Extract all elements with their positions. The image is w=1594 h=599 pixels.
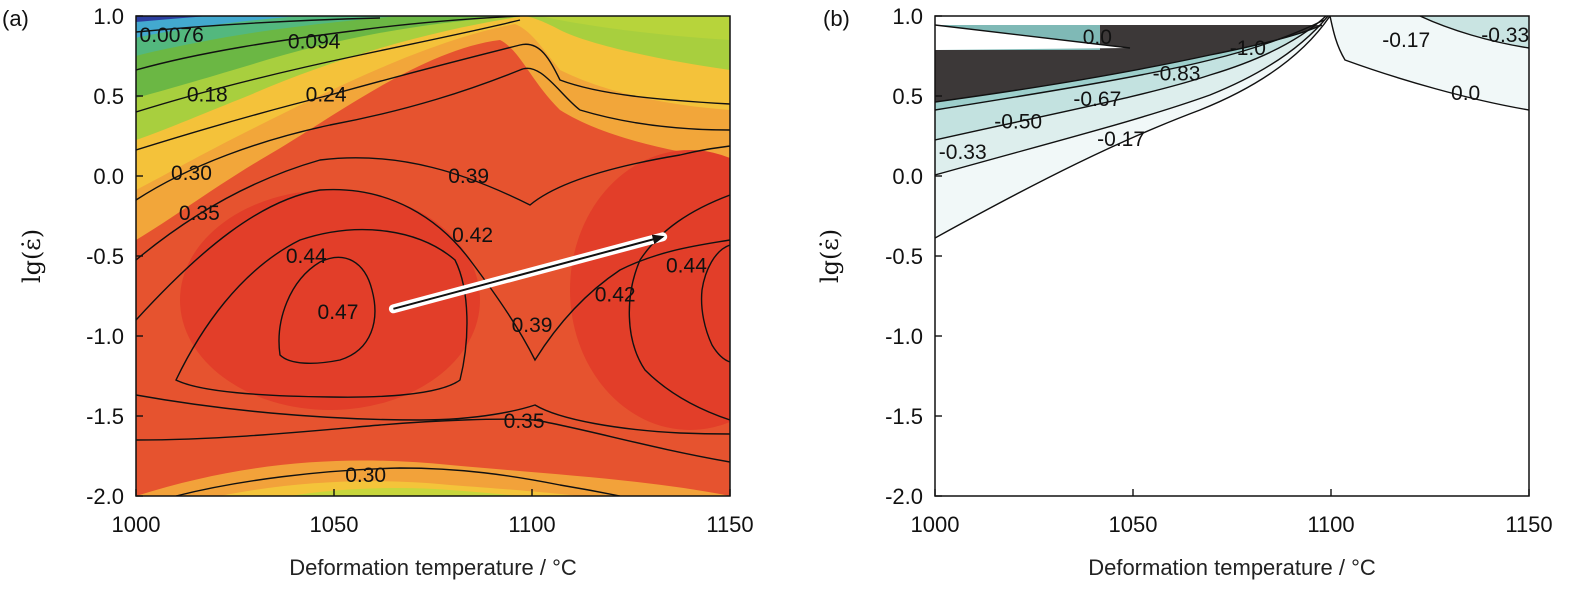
contour-label: -1.0 [1230,37,1266,60]
y-tick-label: 0.5 [93,84,124,109]
contour-label: 0.47 [318,301,359,324]
panel-a-y-ticks: 1.0 0.5 0.0 -0.5 -1.0 -1.5 -2.0 [86,4,143,509]
y-tick-label: 1.0 [93,4,124,29]
trend-arrow-line [393,234,665,310]
x-tick-label: 1050 [1109,512,1158,537]
panel-b-contour-labels: 0.0 -1.0 -0.83 -0.67 -0.50 -0.17 -0.33 -0.17 -0.… [939,24,1529,164]
x-tick-label: 1150 [706,512,753,537]
panel-a-x-axis-label: Deformation temperature / °C [289,555,577,580]
contour-label: 0.44 [286,245,327,268]
panel-a: 1.0 0.5 0.0 -0.5 -1.0 -1.5 -2.0 1000 1050 1100 11… [2,4,754,580]
x-tick-label: 1100 [1307,512,1354,537]
contour-label: 0.35 [179,202,220,225]
panel-b-label: (b) [823,6,850,31]
contour-label: 0.0076 [140,24,204,47]
contour-label: 0.094 [288,31,341,54]
contour-label: 0.44 [666,255,707,278]
contour-label: 0.18 [187,83,228,106]
y-tick-label: -0.5 [86,244,124,269]
contour-label: 0.42 [452,224,493,247]
panel-b: 1.0 0.5 0.0 -0.5 -1.0 -1.5 -2.0 1000 1050 1100 11… [816,4,1553,580]
contour-label: 0.42 [595,283,636,306]
y-tick-label: -1.0 [885,324,923,349]
panel-b-y-axis-label: lg(ε̇) [816,229,844,283]
panel-a-x-ticks: 1000 1050 1100 1150 [112,489,754,537]
y-tick-label: 1.0 [892,4,923,29]
y-tick-label: -1.5 [885,404,923,429]
y-tick-label: -0.5 [885,244,923,269]
panel-b-x-axis-label: Deformation temperature / °C [1088,555,1376,580]
panel-b-contour-fill [935,16,1529,496]
contour-label: -0.67 [1073,88,1121,111]
contour-label: 0.30 [345,464,386,487]
contour-label: -0.33 [1481,24,1529,47]
contour-label: 0.30 [171,162,212,185]
panel-a-label: (a) [2,6,29,31]
y-tick-label: -1.0 [86,324,124,349]
panel-a-contour-labels: 0.0076 0.094 0.18 0.24 0.30 0.35 0.39 0.42 0.44 0… [140,24,708,487]
panel-b-y-ticks: 1.0 0.5 0.0 -0.5 -1.0 -1.5 -2.0 [885,4,942,509]
contour-label: 0.0 [1083,26,1112,49]
x-tick-label: 1150 [1505,512,1552,537]
y-tick-label: 0.0 [892,164,923,189]
y-tick-label: 0.5 [892,84,923,109]
y-tick-label: 0.0 [93,164,124,189]
panel-b-x-ticks: 1000 1050 1100 1150 [911,489,1553,537]
contour-label: -0.50 [994,111,1042,134]
panel-a-contour-fill [136,16,730,496]
contour-label: -0.17 [1382,29,1430,52]
contour-label: 0.39 [448,165,489,188]
y-tick-label: -2.0 [885,484,923,509]
contour-label: 0.35 [504,410,545,433]
contour-label: 0.0 [1451,82,1480,105]
x-tick-label: 1000 [911,512,960,537]
y-tick-label: -1.5 [86,404,124,429]
contour-label: 0.24 [306,83,347,106]
x-tick-label: 1050 [310,512,359,537]
contour-label: -0.33 [939,141,987,164]
contour-label: 0.39 [512,314,553,337]
y-tick-label: -2.0 [86,484,124,509]
panel-a-y-axis-label: lg(ε̇) [18,229,46,283]
contour-label: -0.83 [1153,63,1201,86]
x-tick-label: 1100 [508,512,555,537]
x-tick-label: 1000 [112,512,161,537]
contour-label: -0.17 [1097,128,1145,151]
